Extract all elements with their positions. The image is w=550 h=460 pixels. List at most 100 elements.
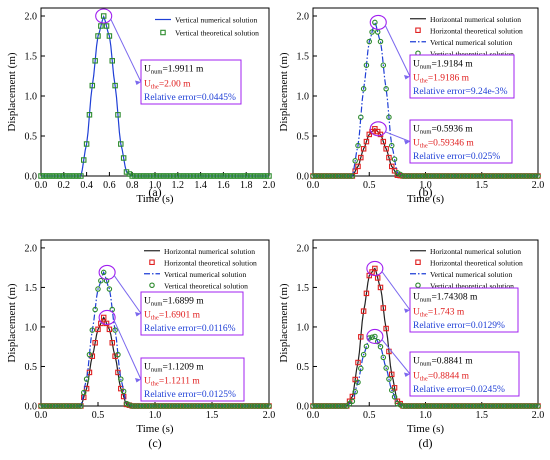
data-point xyxy=(58,403,64,409)
data-point xyxy=(400,173,406,179)
data-point xyxy=(189,173,195,179)
annotation-num: Unum=1.6899 m xyxy=(144,296,204,307)
data-point xyxy=(352,158,358,164)
data-point xyxy=(249,403,255,409)
data-point xyxy=(321,403,327,409)
data-point xyxy=(152,403,158,409)
data-point xyxy=(428,403,434,409)
data-point xyxy=(149,173,155,179)
data-point xyxy=(369,269,375,275)
data-point xyxy=(532,403,538,409)
data-point xyxy=(495,403,502,409)
y-axis-label: Displacement (m) xyxy=(6,52,18,131)
data-point xyxy=(183,173,190,179)
annotation-num: Unum=0.8841 m xyxy=(413,357,473,368)
data-point xyxy=(425,173,432,179)
annotation-num: Unum=1.9911 m xyxy=(144,65,204,76)
panel-label: (b) xyxy=(419,185,433,199)
y-tick-label: 0.0 xyxy=(297,402,310,413)
data-point xyxy=(329,403,336,409)
peak-highlight xyxy=(98,309,116,326)
data-point xyxy=(422,403,429,409)
annotation-arrow xyxy=(381,339,411,375)
data-point xyxy=(146,403,153,409)
data-point xyxy=(456,403,462,409)
data-point xyxy=(103,23,110,29)
data-point xyxy=(246,173,252,179)
data-point xyxy=(462,403,468,409)
data-point xyxy=(374,275,381,281)
data-point xyxy=(518,173,524,179)
data-point xyxy=(397,402,403,408)
panel-label: (c) xyxy=(148,436,161,450)
data-point xyxy=(501,173,507,179)
data-point xyxy=(473,173,479,179)
data-point xyxy=(369,334,375,340)
y-tick-label: 0.0 xyxy=(297,172,310,183)
peak-highlight xyxy=(369,14,387,30)
data-point xyxy=(52,403,58,409)
data-point xyxy=(332,173,339,179)
data-point xyxy=(315,403,322,409)
data-point xyxy=(223,403,230,409)
y-tick-label: 1.0 xyxy=(25,322,38,333)
x-tick-label: 1.0 xyxy=(149,180,162,191)
x-tick-label: 1.5 xyxy=(206,410,219,421)
data-point xyxy=(425,403,432,409)
annotation-arrowhead xyxy=(404,75,410,80)
x-tick-label: 2.0 xyxy=(532,180,545,191)
data-point xyxy=(46,173,53,179)
legend-entry: Vertical theoretical solution xyxy=(430,49,514,58)
data-point xyxy=(526,403,533,409)
data-point xyxy=(380,354,387,361)
data-point xyxy=(417,403,423,409)
data-point xyxy=(459,173,465,179)
data-point xyxy=(369,29,375,35)
legend-swatch xyxy=(149,259,155,265)
data-point xyxy=(123,400,130,407)
data-point xyxy=(266,403,272,409)
annotation-box xyxy=(140,291,244,336)
data-point xyxy=(75,173,81,179)
data-point xyxy=(484,403,491,409)
data-point xyxy=(456,173,462,179)
data-point xyxy=(329,173,336,179)
legend-swatch xyxy=(415,27,421,33)
annotation-error: Relative error=0.0116% xyxy=(144,324,236,334)
legend-entry: Horizontal theoretical solution xyxy=(430,258,523,267)
data-point xyxy=(189,403,195,409)
y-tick-label: 1.5 xyxy=(297,52,310,63)
data-point xyxy=(46,403,53,409)
data-point xyxy=(112,327,118,333)
data-point xyxy=(266,173,272,179)
x-tick-label: 1.5 xyxy=(476,180,489,191)
data-point xyxy=(411,173,417,179)
data-point xyxy=(470,173,477,179)
data-point xyxy=(143,173,150,179)
panel-label: (a) xyxy=(148,185,161,199)
annotation-the: Uthe=1.9186 m xyxy=(413,74,470,85)
data-point xyxy=(175,403,181,409)
data-point xyxy=(243,173,249,179)
data-point xyxy=(403,403,409,409)
data-point xyxy=(103,320,110,327)
annotation-arrow xyxy=(385,131,411,142)
data-point xyxy=(518,403,524,409)
data-point xyxy=(118,376,124,382)
data-point xyxy=(169,173,175,179)
data-point xyxy=(318,403,325,409)
x-tick-label: 0.0 xyxy=(35,410,48,421)
data-point xyxy=(383,365,389,371)
y-tick-label: 0.5 xyxy=(297,132,310,143)
x-tick-label: 1.6 xyxy=(217,180,230,191)
annotation-num: Unum=1.1209 m xyxy=(144,362,204,373)
data-point xyxy=(383,325,389,332)
x-tick-label: 1.0 xyxy=(419,180,432,191)
data-point xyxy=(115,112,121,118)
data-point xyxy=(464,403,471,409)
data-point xyxy=(509,403,516,409)
data-point xyxy=(143,403,150,409)
x-tick-label: 0.0 xyxy=(307,410,320,421)
data-point xyxy=(380,138,387,145)
data-point xyxy=(169,403,175,409)
